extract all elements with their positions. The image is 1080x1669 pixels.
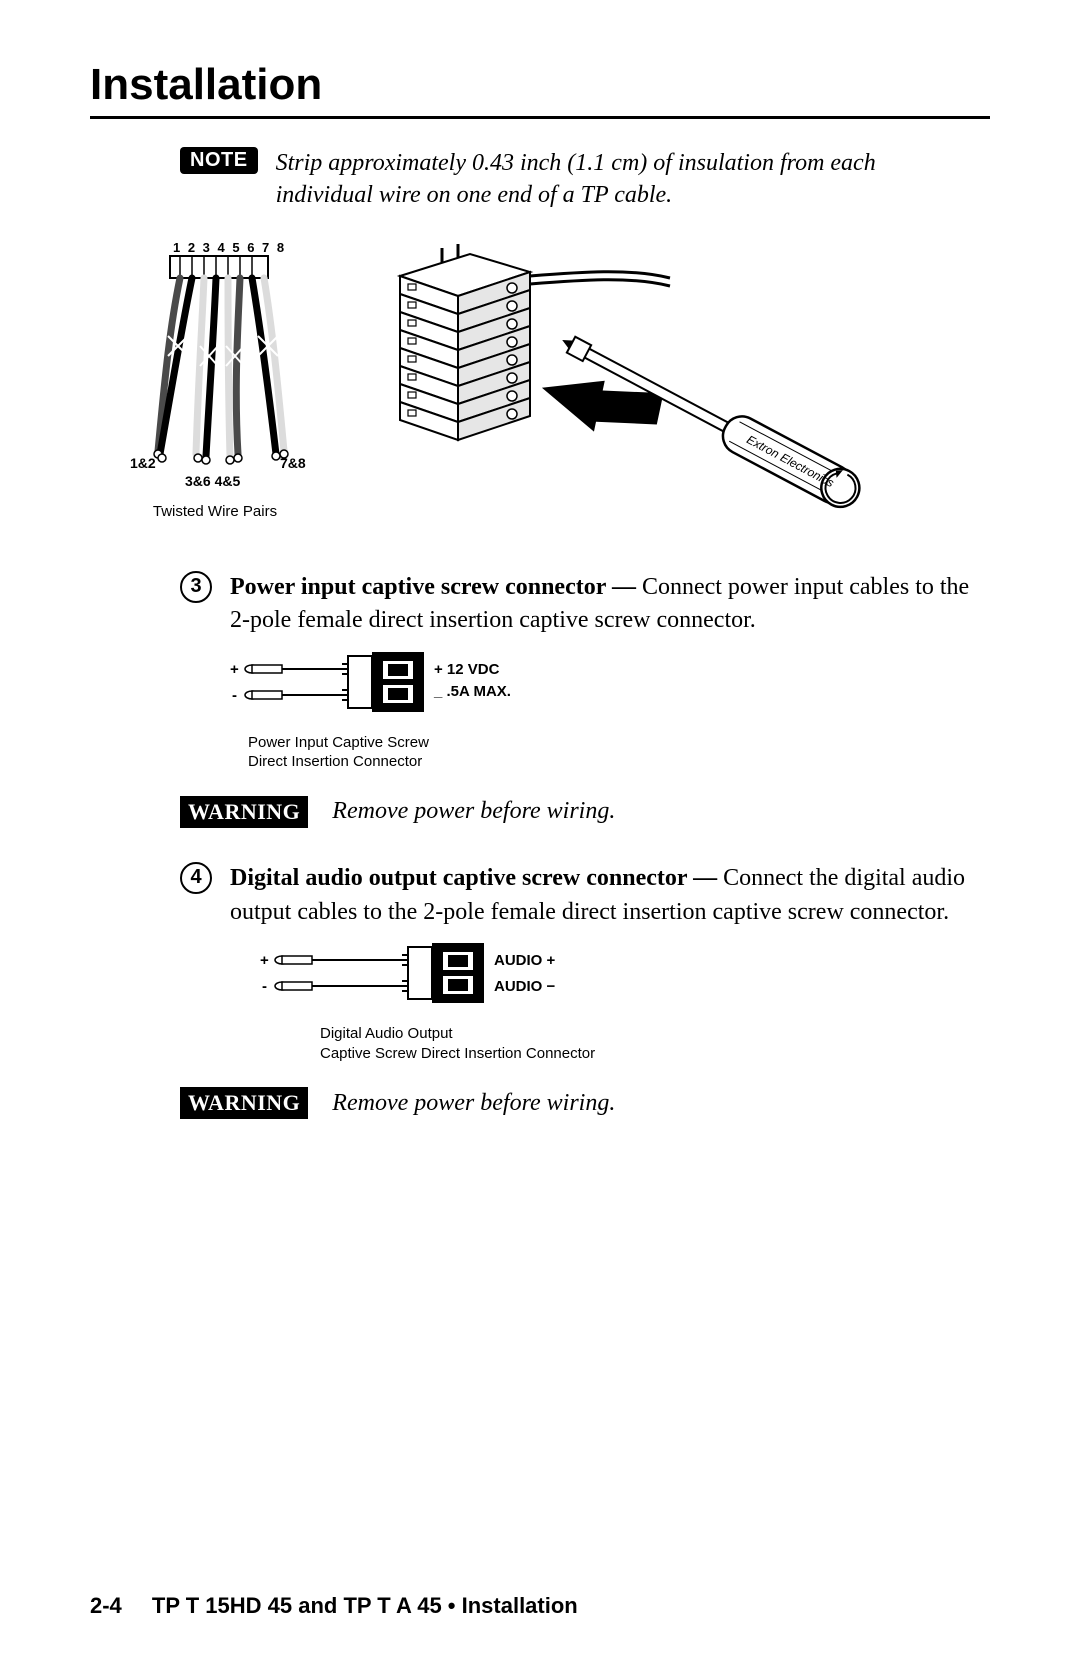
step-4-number: 4 bbox=[180, 862, 214, 894]
step-3-number: 3 bbox=[180, 571, 214, 603]
vdc-label: + 12 VDC bbox=[434, 661, 500, 678]
audio-connector-figure: + - AUDIO + AUDIO − bbox=[260, 943, 970, 1063]
svg-text:_ .5A MAX.: _ .5A MAX. bbox=[433, 683, 511, 700]
power-connector-svg: + - + 12 bbox=[230, 652, 590, 722]
note-text: Strip approximately 0.43 inch (1.1 cm) o… bbox=[276, 147, 970, 212]
twisted-wires-figure: 1 2 3 4 5 6 7 8 bbox=[110, 236, 320, 520]
audio-minus-out: AUDIO − bbox=[494, 978, 556, 995]
step-3-lead: Power input captive screw connector — bbox=[230, 574, 642, 600]
step-4: 4 Digital audio output captive screw con… bbox=[180, 862, 970, 929]
page-number: 2-4 bbox=[90, 1593, 122, 1618]
step-4-lead: Digital audio output captive screw conne… bbox=[230, 865, 723, 891]
label-1-2: 1&2 bbox=[130, 455, 156, 471]
warning-2: WARNING Remove power before wiring. bbox=[180, 1087, 970, 1119]
wire-top-numbers: 1 2 3 4 5 6 7 8 bbox=[173, 240, 286, 255]
footer: 2-4 TP T 15HD 45 and TP T A 45 • Install… bbox=[90, 1593, 990, 1619]
page: Installation NOTE Strip approximately 0.… bbox=[0, 0, 1080, 1669]
twisted-wires-svg: 1 2 3 4 5 6 7 8 bbox=[110, 236, 320, 496]
power-connector-caption: Power Input Captive Screw Direct Inserti… bbox=[248, 733, 970, 772]
audio-minus-label: - bbox=[262, 978, 267, 995]
warning-badge: WARNING bbox=[180, 796, 308, 828]
minus-label: - bbox=[232, 687, 237, 704]
footer-title: TP T 15HD 45 and TP T A 45 • Installatio… bbox=[152, 1593, 578, 1618]
audio-plus-out: AUDIO + bbox=[494, 952, 556, 969]
warning-badge: WARNING bbox=[180, 1087, 308, 1119]
plus-label: + bbox=[230, 661, 239, 678]
step-4-body: Digital audio output captive screw conne… bbox=[230, 862, 970, 929]
audio-connector-caption: Digital Audio Output Captive Screw Direc… bbox=[320, 1024, 970, 1063]
audio-plus-label: + bbox=[260, 952, 269, 969]
step-3: 3 Power input captive screw connector — … bbox=[180, 571, 970, 638]
circle-num-icon: 4 bbox=[180, 862, 212, 894]
diagram-row: 1 2 3 4 5 6 7 8 bbox=[110, 236, 970, 541]
warning-text: Remove power before wiring. bbox=[332, 798, 615, 825]
power-connector-figure: + - + 12 bbox=[230, 652, 970, 772]
screwdriver-svg: Extron Electronics bbox=[360, 236, 880, 536]
content: NOTE Strip approximately 0.43 inch (1.1 … bbox=[90, 147, 990, 1119]
twisted-wires-caption: Twisted Wire Pairs bbox=[110, 503, 320, 520]
warning-text: Remove power before wiring. bbox=[332, 1090, 615, 1117]
audio-connector-svg: + - AUDIO + AUDIO − bbox=[260, 943, 620, 1013]
step-3-body: Power input captive screw connector — Co… bbox=[230, 571, 970, 638]
label-3-6-4-5: 3&6 4&5 bbox=[185, 473, 240, 489]
note-row: NOTE Strip approximately 0.43 inch (1.1 … bbox=[180, 147, 970, 212]
circle-num-icon: 3 bbox=[180, 571, 212, 603]
warning-1: WARNING Remove power before wiring. bbox=[180, 796, 970, 828]
section-title: Installation bbox=[90, 60, 990, 119]
screwdriver-figure: Extron Electronics bbox=[360, 236, 880, 541]
note-badge: NOTE bbox=[180, 147, 258, 174]
label-7-8: 7&8 bbox=[280, 455, 306, 471]
